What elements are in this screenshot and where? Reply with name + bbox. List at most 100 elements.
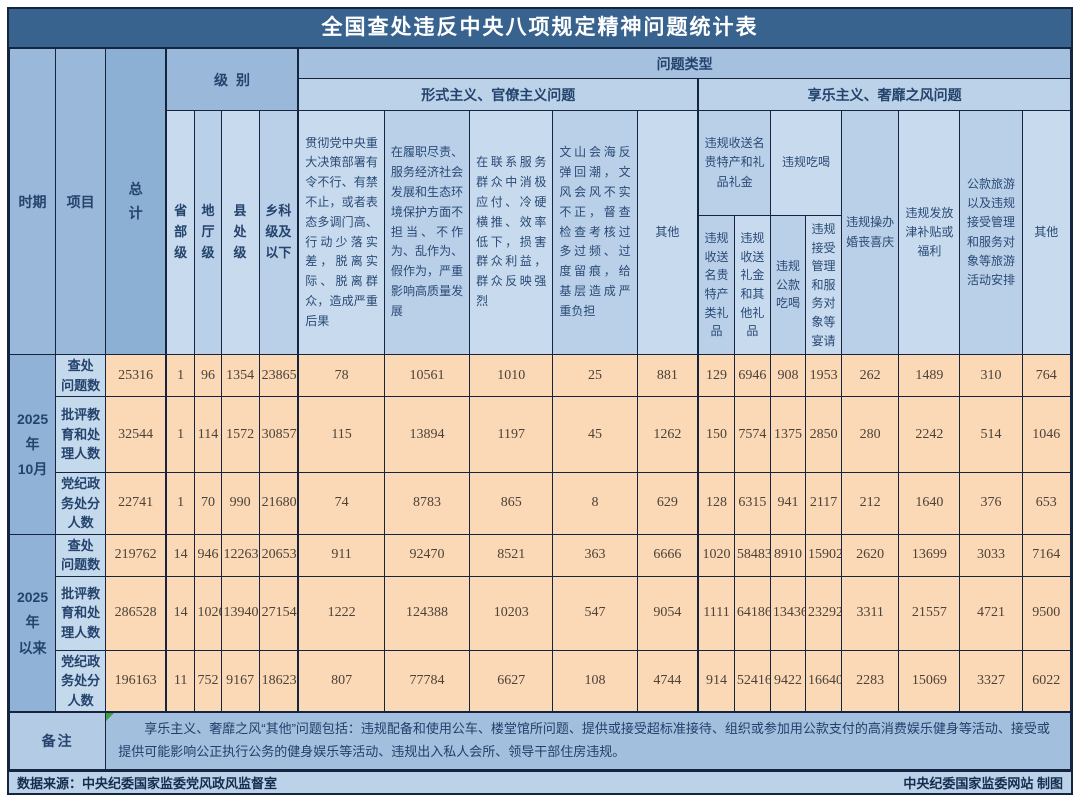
data-cell: 12263 <box>220 533 260 577</box>
data-cell: 280 <box>841 396 900 474</box>
header-public-travel: 公款旅游以及违规接受管理和服务对象等旅游活动安排 <box>959 109 1023 356</box>
data-cell: 1010 <box>469 354 554 398</box>
data-cell: 21680 <box>258 472 299 535</box>
header-gift-money: 违规收送礼金和其他礼品 <box>733 214 771 356</box>
data-cell: 865 <box>469 472 554 535</box>
data-cell: 7164 <box>1021 533 1072 577</box>
data-cell: 911 <box>297 533 385 577</box>
header-formalism-col-meetings: 文山会海反弹回潮，文风会风不实不正，督查检查考核过多过频、过度留痕，给基层造成严… <box>552 109 638 356</box>
data-cell: 32544 <box>105 396 167 474</box>
data-cell: 1262 <box>636 396 699 474</box>
data-cell: 3033 <box>959 533 1023 577</box>
data-cell: 914 <box>697 649 735 713</box>
period-cell-2025-ytd: 2025年 以来 <box>8 533 57 713</box>
data-cell: 8 <box>552 472 638 535</box>
data-cell: 14 <box>164 533 196 577</box>
header-level-group: 级别 <box>164 48 299 111</box>
header-gift-specialty: 违规收送名贵特产类礼品 <box>697 214 735 356</box>
data-cell: 186233 <box>258 649 299 713</box>
data-cell: 764 <box>1021 354 1072 398</box>
data-cell: 9167 <box>220 649 260 713</box>
data-cell: 58483 <box>733 533 771 577</box>
table-row: 2025年 10月 查处 问题数 25316 1 96 1354 23865 7… <box>8 354 1072 535</box>
statistics-table: 时期 项目 总 计 级别 问题类型 形式主义、官僚主义问题 享乐主义、奢靡之风问… <box>8 47 1072 770</box>
data-cell: 6022 <box>1021 649 1072 713</box>
data-cell: 1 <box>164 354 196 398</box>
header-dining-banquet: 违规接受管理和服务对象等宴请 <box>805 214 843 356</box>
header-period: 时期 <box>8 47 57 356</box>
table-row: 党纪政 务处分 人数 22741 1 70 990 21680 74 8783 … <box>10 472 1072 535</box>
data-cell: 1640 <box>898 472 961 535</box>
data-cell: 941 <box>769 472 807 535</box>
data-cell: 363 <box>552 533 638 577</box>
data-cell: 807 <box>297 649 385 713</box>
data-cell: 64186 <box>733 575 771 651</box>
header-level-county: 县 处 级 <box>220 109 260 356</box>
data-cell: 1375 <box>769 396 807 474</box>
data-cell: 115 <box>297 396 385 474</box>
data-cell: 10561 <box>383 354 471 398</box>
header-dining-public-funds: 违规公款吃喝 <box>769 214 807 356</box>
data-cell: 25316 <box>105 354 167 398</box>
data-cell: 6627 <box>469 649 554 713</box>
data-source-text: 数据来源：中央纪委国家监委党风政风监督室 <box>17 775 278 791</box>
data-cell: 13699 <box>898 533 961 577</box>
data-cell: 1020 <box>697 533 735 577</box>
data-cell: 1046 <box>1021 396 1072 474</box>
data-cell: 92470 <box>383 533 471 577</box>
data-cell: 13894 <box>383 396 471 474</box>
data-cell: 4744 <box>636 649 699 713</box>
data-cell: 22741 <box>105 472 167 535</box>
page-title: 全国查处违反中央八项规定精神问题统计表 <box>9 9 1071 48</box>
data-cell: 310 <box>959 354 1023 398</box>
data-cell: 77784 <box>383 649 471 713</box>
data-cell: 1222 <box>297 575 385 651</box>
note-label: 备注 <box>8 711 107 770</box>
data-cell: 271548 <box>258 575 299 651</box>
data-cell: 376 <box>959 472 1023 535</box>
data-cell: 212 <box>841 472 900 535</box>
header-formalism-group: 形式主义、官僚主义问题 <box>297 78 699 111</box>
data-cell: 2620 <box>841 533 900 577</box>
data-cell: 16640 <box>805 649 843 713</box>
note-text: 享乐主义、奢靡之风“其他”问题包括：违规配备和使用公车、楼堂馆所问题、提供或接受… <box>105 711 1071 770</box>
data-cell: 13436 <box>769 575 807 651</box>
data-cell: 4721 <box>959 575 1023 651</box>
footer-bar: 数据来源：中央纪委国家监委党风政风监督室 中央纪委国家监委网站 制图 <box>9 769 1071 793</box>
header-item: 项目 <box>55 47 107 356</box>
data-cell: 52416 <box>733 649 771 713</box>
data-cell: 1 <box>164 396 196 474</box>
header-total: 总 计 <box>105 47 167 356</box>
excel-green-corner-marker <box>106 714 115 722</box>
data-cell: 196163 <box>105 649 167 713</box>
data-cell: 21557 <box>898 575 961 651</box>
header-formalism-col-policy: 贯彻党中央重大决策部署有令不行、有禁不止，或者表态多调门高、行动少落实差，脱离实… <box>297 109 385 356</box>
data-cell: 1111 <box>697 575 735 651</box>
data-cell: 11 <box>164 649 196 713</box>
item-cell: 党纪政 务处分 人数 <box>55 649 107 713</box>
data-cell: 96 <box>194 354 222 398</box>
data-cell: 45 <box>552 396 638 474</box>
data-cell: 14 <box>164 575 196 651</box>
data-cell: 3327 <box>959 649 1023 713</box>
data-cell: 10203 <box>469 575 554 651</box>
data-cell: 2283 <box>841 649 900 713</box>
data-cell: 1489 <box>898 354 961 398</box>
data-cell: 15069 <box>898 649 961 713</box>
data-cell: 2850 <box>805 396 843 474</box>
header-wedding-funeral: 违规操办婚丧喜庆 <box>841 109 900 356</box>
data-cell: 547 <box>552 575 638 651</box>
data-cell: 124388 <box>383 575 471 651</box>
data-cell: 286528 <box>105 575 167 651</box>
data-cell: 262 <box>841 354 900 398</box>
data-cell: 881 <box>636 354 699 398</box>
data-cell: 1 <box>164 472 196 535</box>
data-cell: 13940 <box>220 575 260 651</box>
data-cell: 23292 <box>805 575 843 651</box>
data-cell: 6946 <box>733 354 771 398</box>
data-cell: 8910 <box>769 533 807 577</box>
data-cell: 1354 <box>220 354 260 398</box>
data-cell: 78 <box>297 354 385 398</box>
data-cell: 1953 <box>805 354 843 398</box>
